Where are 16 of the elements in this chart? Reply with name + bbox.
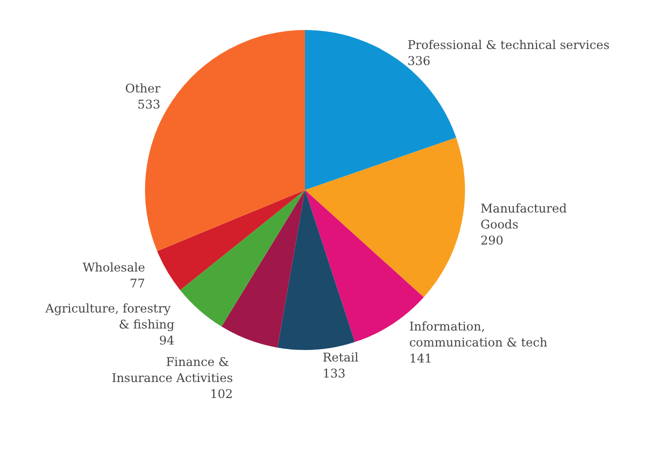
slice-label: Manufactured Goods	[480, 202, 571, 232]
slice-label: Wholesale	[82, 260, 146, 275]
slice-label: Agriculture, forestry & fishing	[44, 302, 175, 332]
data-label: 77	[130, 276, 146, 291]
data-label: 102	[210, 386, 233, 401]
data-label: 290	[480, 234, 504, 248]
slice-label: Finance & Insurance Activities	[112, 354, 233, 385]
data-label: 336	[407, 54, 430, 68]
data-label: 141	[409, 352, 432, 366]
data-label: 133	[322, 366, 346, 381]
slice-label: Retail	[322, 350, 359, 365]
slice-label: Information, communication & tech	[409, 320, 548, 350]
data-label: 94	[159, 334, 175, 348]
slice-label: Professional & technical services	[407, 38, 610, 52]
slice-label: Other	[125, 82, 161, 96]
data-label: 533	[137, 98, 160, 112]
